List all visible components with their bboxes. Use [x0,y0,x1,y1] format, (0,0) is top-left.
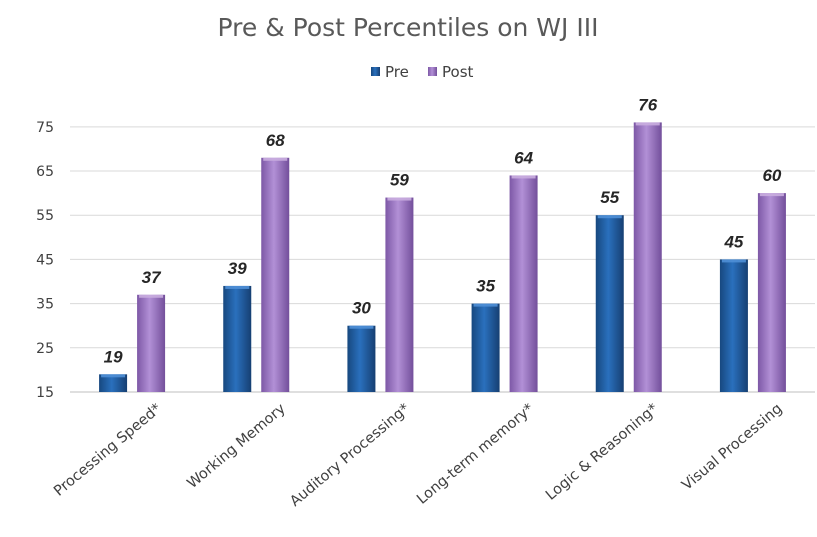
y-tick-label: 25 [36,341,54,357]
bar-post-1 [261,157,290,392]
data-label-pre-2: 30 [352,299,371,318]
bar-post-0 [137,294,166,392]
data-label-pre-1: 39 [228,259,247,278]
y-gridlines [70,126,815,393]
bar-cap-post-3 [511,175,536,179]
bar-cap-pre-3 [473,303,498,307]
x-category-label: Visual Processing [679,401,785,494]
bar-post-4 [633,122,662,392]
data-labels: 19 37 39 68 30 59 35 64 55 76 45 60 [104,95,782,366]
bar-pre-4 [595,215,624,392]
x-category-label: Auditory Processing* [287,401,413,510]
bar-pre-0 [99,374,128,392]
bar-cap-pre-0 [101,374,126,378]
x-category-label: Logic & Reasoning* [543,401,661,504]
bar-cap-pre-5 [721,259,746,263]
legend-label-pre: Pre [385,63,409,81]
x-category-label: Processing Speed* [51,401,165,500]
legend-label-post: Post [442,63,474,81]
data-label-pre-4: 55 [600,188,619,207]
bar-cap-post-5 [759,193,784,197]
bar-cap-post-4 [635,122,660,126]
x-category-label: Working Memory [185,401,290,492]
data-label-post-0: 37 [142,268,162,287]
data-label-post-4: 76 [638,95,657,114]
data-label-pre-3: 35 [476,277,495,296]
data-label-post-5: 60 [762,166,781,185]
data-label-pre-5: 45 [723,232,743,251]
y-tick-label: 35 [36,297,54,313]
y-tick-label: 65 [36,164,54,180]
bar-cap-pre-4 [597,215,622,219]
legend-swatch-pre [371,67,380,76]
y-tick-label: 15 [36,385,54,401]
bar-cap-pre-1 [225,285,250,289]
bar-cap-post-2 [387,197,412,201]
x-axis-categories: Processing Speed* Working MemoryAuditory … [51,401,785,510]
legend-swatch-post [428,67,437,76]
bar-post-5 [757,193,786,392]
y-axis-ticks: 15 25 35 45 55 65 75 [36,120,54,401]
data-label-post-3: 64 [514,148,533,167]
bar-pre-5 [719,259,748,392]
bar-pre-1 [223,285,252,392]
bar-pre-3 [471,303,500,392]
x-category-label: Long-term memory* [414,401,537,508]
data-label-post-1: 68 [266,131,285,150]
bar-cap-post-1 [263,157,288,161]
bar-cap-post-0 [139,294,164,298]
bar-pre-2 [347,325,376,392]
chart-title: Pre & Post Percentiles on WJ III [218,13,599,42]
legend: Pre Post [371,63,474,81]
y-tick-label: 45 [36,252,54,268]
y-tick-label: 55 [36,208,54,224]
bars [99,122,786,392]
data-label-post-2: 59 [390,171,409,190]
bar-post-2 [385,197,414,392]
bar-cap-pre-2 [349,325,374,329]
data-label-pre-0: 19 [104,347,123,366]
bar-post-3 [509,175,538,392]
y-tick-label: 75 [36,120,54,136]
